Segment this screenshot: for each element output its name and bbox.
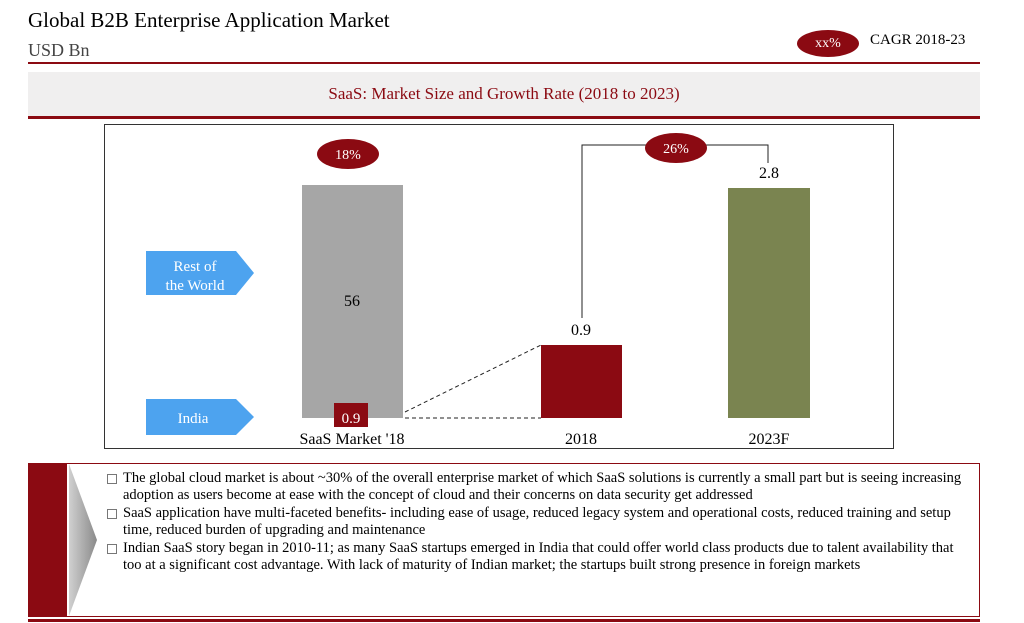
note-text: SaaS application have multi-faceted bene… <box>123 505 951 538</box>
page-subtitle: USD Bn <box>28 40 90 60</box>
tick-label: SaaS Market '18 <box>299 431 404 448</box>
notes-arrow-icon <box>69 464 97 616</box>
tick-label: 2023F <box>749 431 790 448</box>
growth-badge-18 <box>317 139 379 169</box>
notes-list: The global cloud market is about ~30% of… <box>107 470 965 575</box>
growth-badge-18-label: 18% <box>335 148 361 163</box>
growth-badge-26 <box>645 133 707 163</box>
bar-2023f <box>728 188 810 418</box>
page-title: Global B2B Enterprise Application Market <box>28 8 390 32</box>
tick-label: 2018 <box>565 431 597 448</box>
growth-badge-26-label: 26% <box>663 142 689 157</box>
bullet-box-icon <box>107 544 117 554</box>
note-text: The global cloud market is about ~30% of… <box>123 470 962 503</box>
callout-label-line: Rest of <box>174 259 217 275</box>
section-title-bar: SaaS: Market Size and Growth Rate (2018 … <box>28 72 980 119</box>
bar-label-rest-of-world: 56 <box>344 293 360 310</box>
bar-label-2018: 0.9 <box>571 322 591 339</box>
note-text: Indian SaaS story began in 2010-11; as m… <box>123 540 954 573</box>
notes-accent <box>29 464 67 616</box>
zoom-line-top <box>404 344 542 413</box>
notes-box: The global cloud market is about ~30% of… <box>28 463 980 617</box>
list-item: SaaS application have multi-faceted bene… <box>107 505 965 539</box>
bar-label-india-segment: 0.9 <box>342 411 361 427</box>
callout-rest-of-world <box>146 251 254 295</box>
bar-2018 <box>541 345 622 418</box>
bullet-box-icon <box>107 474 117 484</box>
callout-label-line: the World <box>166 278 225 294</box>
section-title: SaaS: Market Size and Growth Rate (2018 … <box>328 84 680 103</box>
bullet-box-icon <box>107 509 117 519</box>
legend-badge: xx% <box>797 30 859 57</box>
list-item: Indian SaaS story began in 2010-11; as m… <box>107 540 965 574</box>
header-rule <box>28 62 980 64</box>
bottom-rule <box>28 619 980 622</box>
callout-india <box>146 399 254 435</box>
bar-rest-of-world <box>302 185 403 418</box>
bar-india-segment <box>334 403 368 427</box>
legend-text: CAGR 2018-23 <box>870 32 966 48</box>
callout-label-india: India <box>178 411 209 427</box>
list-item: The global cloud market is about ~30% of… <box>107 470 965 504</box>
chart-frame <box>104 124 894 449</box>
bar-label-2023f: 2.8 <box>759 165 779 182</box>
